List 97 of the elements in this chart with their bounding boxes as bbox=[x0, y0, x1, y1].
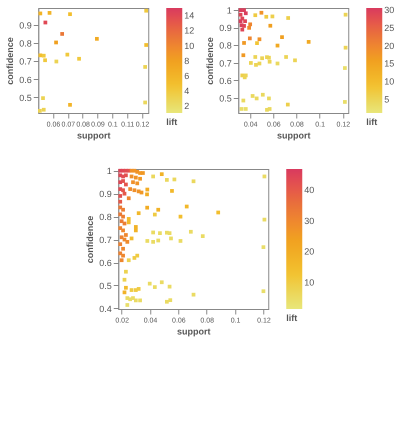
point bbox=[95, 36, 99, 41]
point bbox=[238, 19, 242, 24]
point bbox=[60, 32, 64, 36]
point bbox=[258, 62, 262, 66]
point bbox=[143, 65, 148, 69]
x-axis-title: support bbox=[77, 130, 110, 140]
point bbox=[68, 102, 72, 107]
point bbox=[343, 66, 347, 70]
point bbox=[258, 37, 262, 42]
point bbox=[260, 56, 264, 60]
point bbox=[293, 58, 297, 62]
point bbox=[238, 8, 242, 12]
point bbox=[254, 63, 258, 67]
color-bar-label: 12 bbox=[184, 26, 194, 36]
point bbox=[255, 41, 259, 45]
point bbox=[276, 62, 280, 66]
y-tick-label: 0.5 bbox=[19, 92, 32, 103]
point bbox=[249, 61, 253, 65]
color-bar-title: lift bbox=[366, 117, 378, 127]
point bbox=[270, 14, 274, 18]
point bbox=[54, 40, 58, 44]
point bbox=[344, 46, 348, 50]
point bbox=[244, 107, 248, 111]
point bbox=[242, 8, 246, 12]
point bbox=[44, 20, 48, 24]
y-axis-title: confidence bbox=[205, 37, 216, 85]
point bbox=[143, 100, 148, 104]
point bbox=[48, 11, 52, 15]
y-tick-label: 0.7 bbox=[99, 235, 112, 246]
point bbox=[280, 35, 284, 40]
color-bar-label: 8 bbox=[184, 56, 190, 66]
point bbox=[54, 60, 58, 64]
point bbox=[250, 94, 254, 98]
color-bar-label: 10 bbox=[184, 40, 194, 51]
point bbox=[242, 24, 246, 28]
point bbox=[38, 108, 42, 113]
y-tick-label: 0.4 bbox=[99, 304, 112, 314]
y-tick-label: 0.5 bbox=[219, 93, 232, 104]
color-bar-title: lift bbox=[286, 313, 298, 323]
y-tick-label: 0.8 bbox=[19, 38, 32, 48]
point bbox=[286, 102, 290, 106]
point bbox=[344, 12, 348, 17]
point bbox=[240, 107, 244, 111]
color-bar-label: 30 bbox=[384, 5, 394, 16]
color-bar-label: 6 bbox=[184, 70, 190, 81]
point bbox=[343, 100, 347, 104]
color-bar-label: 40 bbox=[304, 184, 314, 195]
y-axis-title: confidence bbox=[5, 37, 16, 85]
color-bar-label: 20 bbox=[304, 246, 314, 257]
color-bar-label: 10 bbox=[384, 76, 394, 87]
point bbox=[306, 40, 311, 44]
color-bar-label: 5 bbox=[384, 94, 390, 104]
y-tick-label: 0.6 bbox=[219, 76, 232, 86]
y-tick-label: 1 bbox=[226, 6, 232, 16]
point bbox=[38, 12, 42, 16]
color-bar-label: 25 bbox=[384, 23, 394, 33]
point bbox=[68, 12, 72, 16]
y-tick-label: 0.8 bbox=[99, 212, 112, 222]
y-tick-label: 0.5 bbox=[99, 280, 112, 291]
point bbox=[276, 44, 280, 48]
point bbox=[242, 41, 246, 45]
point bbox=[260, 10, 264, 15]
point bbox=[284, 55, 288, 59]
point bbox=[144, 43, 148, 47]
color-bar-label: 15 bbox=[384, 58, 394, 69]
color-bar-label: 14 bbox=[184, 10, 194, 21]
point bbox=[43, 58, 47, 62]
point bbox=[243, 19, 247, 24]
y-tick-label: 0.7 bbox=[219, 58, 232, 68]
point bbox=[65, 52, 70, 56]
y-tick-label: 0.9 bbox=[219, 23, 232, 34]
point bbox=[77, 56, 81, 61]
y-axis-title: confidence bbox=[85, 216, 96, 264]
point bbox=[238, 12, 242, 17]
y-tick-label: 0.6 bbox=[99, 258, 112, 268]
point bbox=[286, 16, 290, 20]
y-tick-label: 0.8 bbox=[219, 40, 232, 51]
point bbox=[240, 28, 244, 32]
y-tick-label: 0.6 bbox=[19, 74, 32, 85]
color-bar-label: 30 bbox=[304, 216, 314, 226]
point bbox=[268, 107, 272, 111]
y-tick-label: 0.7 bbox=[19, 56, 32, 67]
point bbox=[267, 96, 271, 100]
y-tick-label: 0.9 bbox=[99, 189, 112, 200]
color-bar-label: 20 bbox=[384, 40, 394, 51]
color-bar-label: 10 bbox=[304, 277, 314, 288]
color-bar-label: 4 bbox=[184, 86, 190, 96]
point bbox=[41, 96, 45, 100]
y-tick-label: 1 bbox=[106, 166, 112, 176]
point bbox=[254, 96, 259, 100]
point bbox=[241, 98, 246, 102]
color-bar-title: lift bbox=[166, 117, 178, 127]
color-bar-label: 2 bbox=[184, 101, 190, 112]
point bbox=[253, 55, 258, 59]
x-axis-title: support bbox=[277, 130, 310, 140]
x-axis-title: support bbox=[177, 326, 210, 336]
y-tick-label: 0.9 bbox=[19, 20, 32, 30]
